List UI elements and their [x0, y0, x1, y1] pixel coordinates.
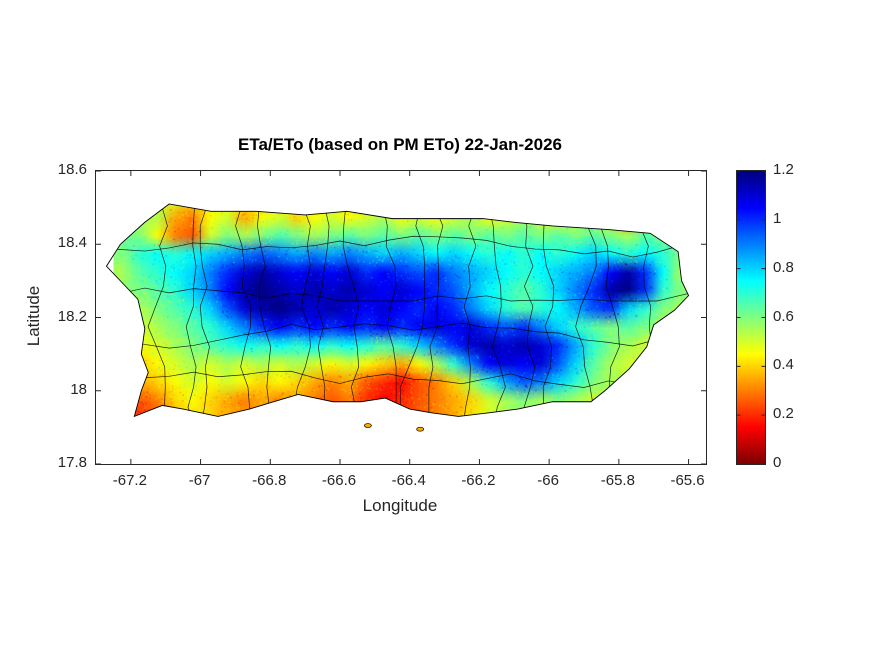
colorbar-tick-label: 0.8 — [773, 258, 794, 276]
x-tick-label: -66.6 — [321, 472, 357, 489]
y-tick-label: 18.6 — [57, 161, 87, 178]
x-tick-label: -66.4 — [391, 472, 426, 489]
y-axis-label: Latitude — [24, 285, 43, 347]
colorbar-tick-label: 0.4 — [773, 356, 794, 374]
x-tick-label: -66.2 — [461, 472, 496, 489]
colorbar-canvas — [736, 170, 766, 465]
colorbar-tick-label: 1.2 — [773, 161, 794, 178]
x-axis-label: Longitude — [362, 496, 438, 515]
x-tick-label: -66 — [537, 472, 559, 489]
x-tick-label: -65.8 — [600, 472, 635, 489]
y-tick-label: 18.4 — [57, 234, 87, 252]
map-canvas — [95, 170, 707, 465]
colorbar-tick-label: 0.2 — [773, 405, 794, 423]
colorbar-tick-label: 0 — [773, 454, 782, 471]
x-tick-label: -67 — [188, 472, 211, 489]
x-tick-label: -65.6 — [670, 472, 705, 489]
y-tick-label: 18.2 — [57, 307, 87, 325]
x-tick-label: -67.2 — [112, 472, 147, 489]
y-tick-label: 17.8 — [57, 454, 87, 471]
colorbar-tick-label: 0.6 — [773, 307, 794, 325]
y-tick-label: 18 — [70, 380, 87, 398]
x-tick-label: -66.8 — [252, 472, 287, 489]
colorbar-tick-label: 1 — [773, 209, 782, 227]
chart-title: ETa/ETo (based on PM ETo) 22-Jan-2026 — [237, 135, 562, 154]
